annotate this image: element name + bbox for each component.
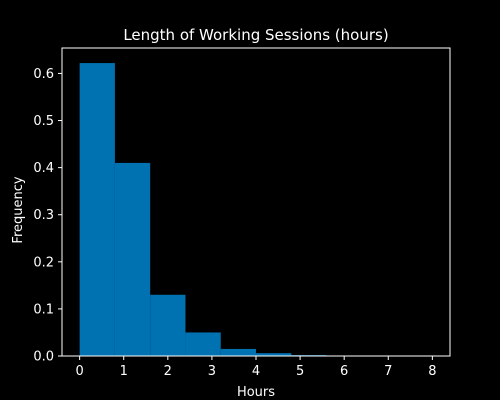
- histogram-bar: [185, 332, 221, 356]
- x-tick-label: 1: [120, 364, 128, 379]
- x-axis-label: Hours: [237, 385, 275, 400]
- x-tick-label: 8: [428, 364, 436, 379]
- y-axis: 0.0 0.1 0.2 0.3 0.4 0.5 0.6: [33, 67, 62, 365]
- x-tick-label: 4: [252, 364, 260, 379]
- y-tick-label: 0.5: [33, 114, 54, 129]
- x-tick-label: 2: [164, 364, 172, 379]
- y-tick-label: 0.2: [33, 255, 54, 270]
- histogram-bar: [114, 162, 151, 356]
- y-axis-label: Frequency: [11, 176, 26, 243]
- bars-group: [79, 63, 433, 356]
- x-axis: 0 1 2 3 4 5 6 7 8: [75, 356, 437, 379]
- y-tick-label: 0.1: [33, 302, 54, 317]
- x-tick-label: 6: [340, 364, 348, 379]
- x-tick-label: 3: [208, 364, 216, 379]
- chart-title: Length of Working Sessions (hours): [123, 26, 388, 44]
- histogram-bar: [150, 294, 186, 356]
- y-tick-label: 0.3: [33, 208, 54, 223]
- y-tick-label: 0.4: [33, 161, 54, 176]
- histogram-bar: [220, 348, 256, 356]
- x-tick-label: 0: [75, 364, 83, 379]
- x-tick-label: 5: [296, 364, 304, 379]
- y-tick-label: 0.0: [33, 350, 54, 365]
- histogram-bar: [79, 63, 115, 356]
- histogram-bar: [256, 353, 292, 356]
- y-tick-label: 0.6: [33, 67, 54, 82]
- x-tick-label: 7: [384, 364, 392, 379]
